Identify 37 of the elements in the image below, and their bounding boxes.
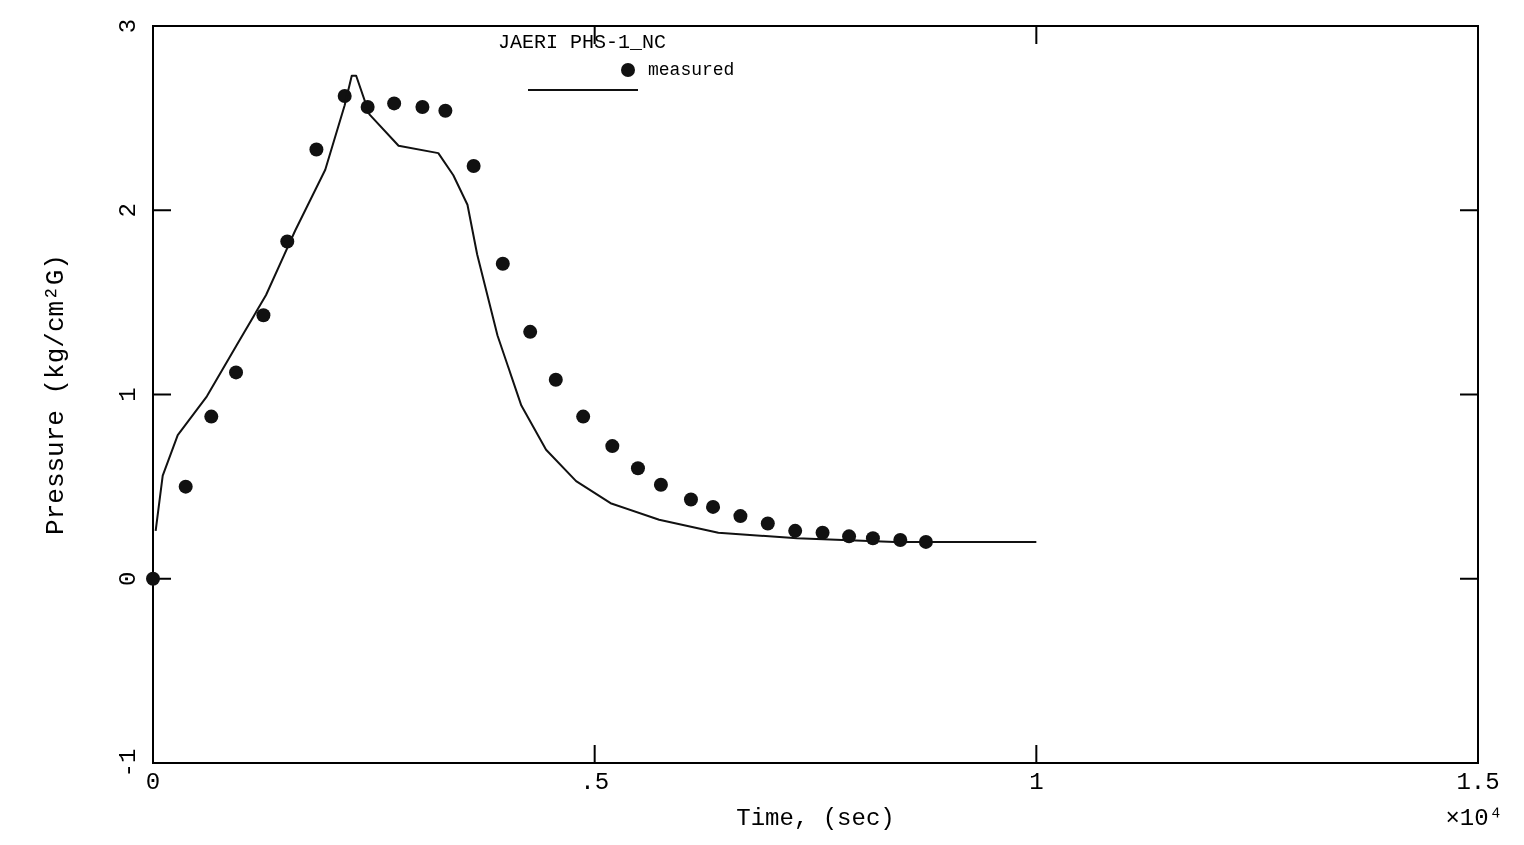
point [706,499,721,514]
point [256,308,271,323]
legend-title: JAERI PHS-1_NC [498,31,667,54]
point [466,159,481,174]
point [760,516,775,531]
x-tick-label: .5 [580,769,610,796]
x-tick-label: 0 [145,769,161,796]
point [788,523,803,538]
text: ×10⁴ [1445,805,1503,832]
point [576,409,591,424]
y-tick-label: 1 [114,387,142,402]
point [229,365,244,380]
y-tick-label: 2 [114,203,142,218]
point [204,409,219,424]
x-tick-label: 1.5 [1456,769,1500,796]
point [146,571,160,586]
point [495,256,510,271]
point [523,324,538,339]
point [683,492,698,507]
y-tick-label: -1 [114,748,142,778]
point [438,103,453,118]
point [309,142,324,157]
y-tick-label: 0 [114,571,142,586]
point [630,461,645,476]
point [387,96,402,111]
point [653,477,668,492]
point [548,372,563,387]
x-tick-label: 1 [1029,769,1044,796]
point [733,509,748,524]
point [415,100,430,115]
y-tick-label: 3 [114,18,142,34]
y-axis-title: Pressure (kg/cm²G) [41,254,71,535]
point [178,479,193,494]
point [605,439,620,454]
legend-label: measured [648,60,735,80]
point [815,525,830,540]
x-axis-title: Time, (sec) [736,805,895,832]
